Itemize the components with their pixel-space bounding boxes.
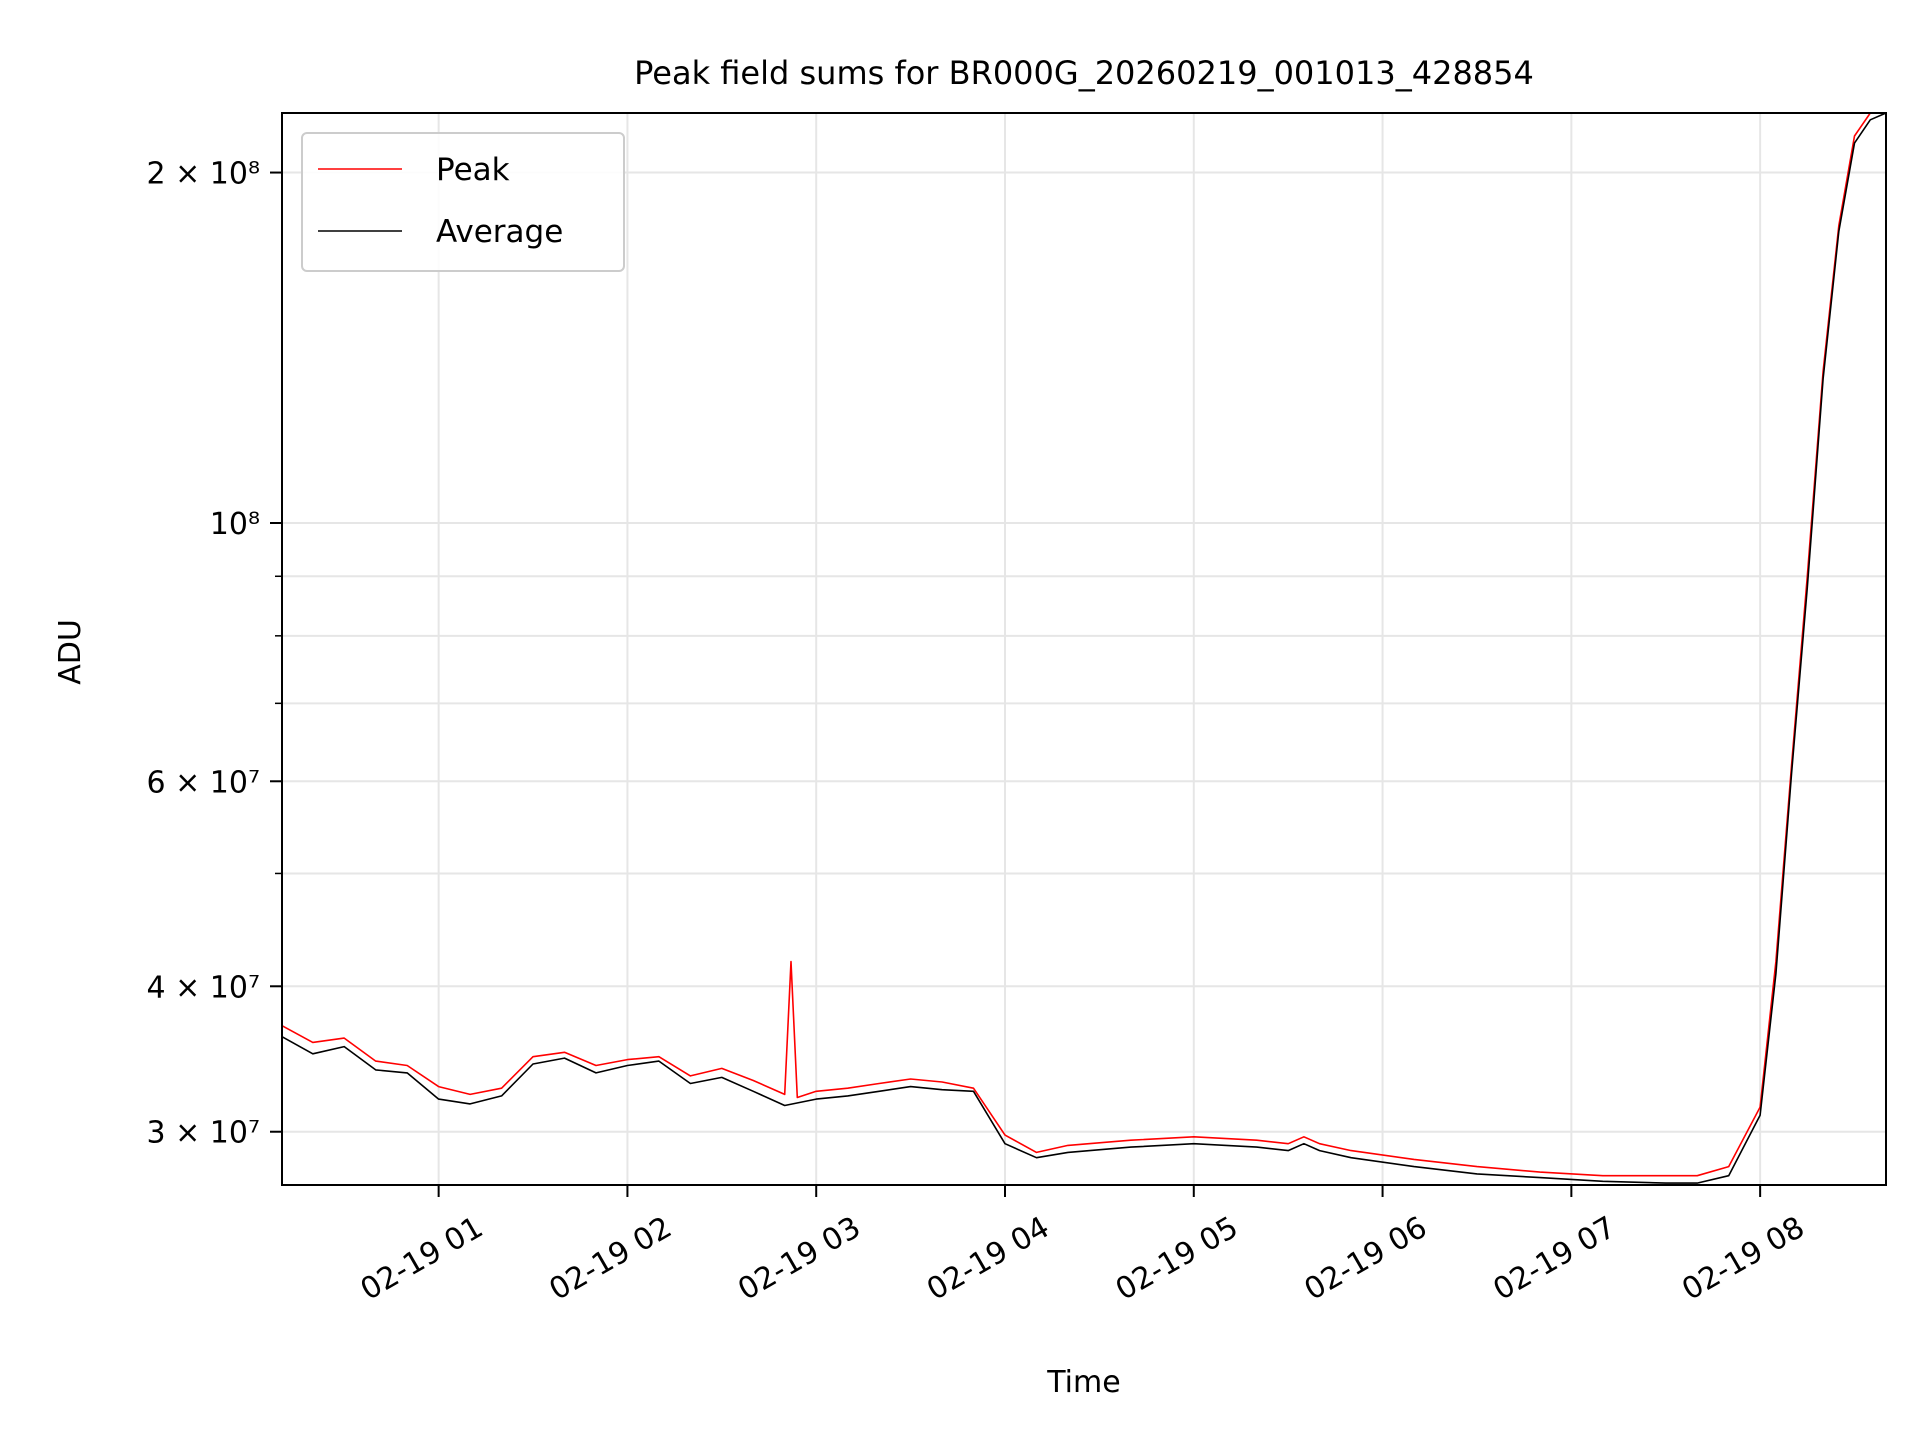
y-tick-label: 10⁸ — [210, 507, 260, 542]
chart-title: Peak field sums for BR000G_20260219_0010… — [634, 54, 1534, 92]
legend-label-peak: Peak — [436, 152, 510, 188]
series-lines — [281, 112, 1887, 1184]
legend-box — [301, 132, 625, 272]
series-line-peak — [281, 112, 1886, 1177]
y-axis-label: ADU — [53, 619, 88, 685]
y-tick-label: 2 × 10⁸ — [147, 157, 261, 192]
y-tick-label: 4 × 10⁷ — [147, 970, 261, 1005]
legend: Peak Average — [301, 132, 625, 272]
y-tick-label: 6 × 10⁷ — [147, 765, 261, 800]
series-line-average — [281, 112, 1887, 1184]
legend-label-average: Average — [436, 214, 563, 250]
plot-frame — [281, 112, 1887, 1186]
grid-lines — [282, 113, 1886, 1185]
x-axis-label: Time — [1046, 1365, 1120, 1400]
y-tick-label: 3 × 10⁷ — [147, 1116, 261, 1151]
